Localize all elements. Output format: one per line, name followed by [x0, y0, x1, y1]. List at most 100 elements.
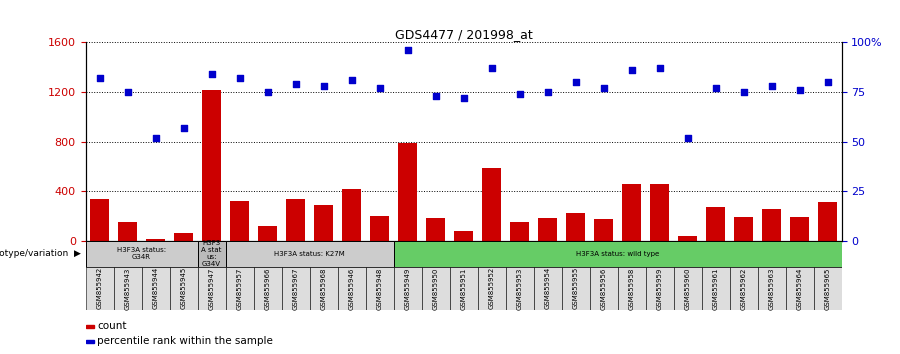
FancyBboxPatch shape — [365, 267, 393, 310]
Title: GDS4477 / 201998_at: GDS4477 / 201998_at — [394, 28, 533, 41]
Text: GSM855949: GSM855949 — [404, 267, 410, 309]
Bar — [371, 216, 389, 241]
Bar — [734, 217, 752, 241]
Point — [708, 85, 723, 91]
Bar — [818, 202, 837, 241]
FancyBboxPatch shape — [393, 241, 842, 267]
FancyBboxPatch shape — [506, 267, 534, 310]
Point — [176, 125, 191, 131]
FancyBboxPatch shape — [590, 267, 617, 310]
Text: percentile rank within the sample: percentile rank within the sample — [97, 336, 274, 346]
Text: GSM855951: GSM855951 — [461, 267, 466, 309]
Text: GSM855960: GSM855960 — [685, 267, 690, 310]
FancyBboxPatch shape — [338, 267, 365, 310]
FancyBboxPatch shape — [449, 267, 478, 310]
Point — [625, 67, 639, 73]
FancyBboxPatch shape — [254, 267, 282, 310]
FancyBboxPatch shape — [226, 267, 254, 310]
FancyBboxPatch shape — [310, 267, 338, 310]
Bar — [762, 209, 780, 241]
Point — [400, 47, 415, 53]
Point — [820, 79, 834, 85]
Text: GSM855964: GSM855964 — [796, 267, 803, 309]
Text: H3F3A status:
G34R: H3F3A status: G34R — [117, 247, 166, 260]
Point — [148, 135, 163, 141]
FancyBboxPatch shape — [534, 267, 562, 310]
Bar — [679, 236, 697, 241]
Bar — [258, 227, 276, 241]
Text: GSM855961: GSM855961 — [713, 267, 718, 310]
Text: GSM855942: GSM855942 — [96, 267, 103, 309]
FancyBboxPatch shape — [673, 267, 701, 310]
Point — [373, 85, 387, 91]
Bar — [314, 205, 333, 241]
Text: genotype/variation  ▶: genotype/variation ▶ — [0, 249, 81, 258]
Bar — [286, 199, 304, 241]
Text: GSM855946: GSM855946 — [348, 267, 355, 309]
Text: GSM855944: GSM855944 — [152, 267, 158, 309]
Bar — [623, 184, 641, 241]
Point — [260, 89, 274, 95]
FancyBboxPatch shape — [282, 267, 310, 310]
Text: H3F3A status: K27M: H3F3A status: K27M — [274, 251, 345, 257]
Text: GSM855957: GSM855957 — [237, 267, 242, 309]
Text: GSM855956: GSM855956 — [600, 267, 607, 309]
Text: GSM855967: GSM855967 — [292, 267, 299, 310]
Point — [512, 91, 526, 97]
Point — [345, 77, 359, 83]
Text: GSM855948: GSM855948 — [376, 267, 382, 309]
Text: H3F3A status: wild type: H3F3A status: wild type — [576, 251, 659, 257]
Bar — [594, 219, 613, 241]
FancyBboxPatch shape — [730, 267, 758, 310]
Bar — [538, 218, 556, 241]
Text: GSM855966: GSM855966 — [265, 267, 271, 310]
Text: GSM855947: GSM855947 — [209, 267, 214, 309]
Text: GSM855959: GSM855959 — [656, 267, 662, 309]
Bar — [86, 340, 94, 343]
Text: GSM855943: GSM855943 — [124, 267, 130, 309]
Point — [736, 89, 751, 95]
FancyBboxPatch shape — [226, 241, 393, 267]
Text: GSM855953: GSM855953 — [517, 267, 523, 309]
FancyBboxPatch shape — [758, 267, 786, 310]
Bar — [790, 217, 808, 241]
FancyBboxPatch shape — [562, 267, 590, 310]
FancyBboxPatch shape — [421, 267, 449, 310]
Bar — [119, 222, 137, 241]
Text: GSM855955: GSM855955 — [572, 267, 579, 309]
FancyBboxPatch shape — [701, 267, 730, 310]
Text: GSM855962: GSM855962 — [741, 267, 746, 309]
Point — [792, 87, 806, 93]
Bar — [399, 143, 417, 241]
Text: GSM855963: GSM855963 — [769, 267, 775, 310]
Point — [428, 93, 443, 99]
FancyBboxPatch shape — [478, 267, 506, 310]
Point — [232, 75, 247, 81]
Text: GSM855950: GSM855950 — [433, 267, 438, 309]
Bar — [86, 325, 94, 328]
Text: GSM855968: GSM855968 — [320, 267, 327, 310]
Text: GSM855958: GSM855958 — [628, 267, 634, 309]
Bar — [175, 233, 193, 241]
Bar — [454, 232, 472, 241]
FancyBboxPatch shape — [197, 267, 226, 310]
FancyBboxPatch shape — [786, 267, 814, 310]
Bar — [566, 213, 585, 241]
Point — [484, 65, 499, 71]
Point — [93, 75, 107, 81]
Bar — [706, 207, 724, 241]
Bar — [510, 222, 528, 241]
Point — [680, 135, 695, 141]
Bar — [202, 90, 220, 241]
Point — [204, 72, 219, 77]
FancyBboxPatch shape — [86, 267, 113, 310]
Point — [568, 79, 582, 85]
FancyBboxPatch shape — [393, 267, 421, 310]
Bar — [342, 189, 361, 241]
FancyBboxPatch shape — [617, 267, 645, 310]
Text: count: count — [97, 320, 127, 331]
Bar — [230, 201, 248, 241]
Text: GSM855952: GSM855952 — [489, 267, 494, 309]
Bar — [651, 184, 669, 241]
Bar — [90, 199, 109, 241]
